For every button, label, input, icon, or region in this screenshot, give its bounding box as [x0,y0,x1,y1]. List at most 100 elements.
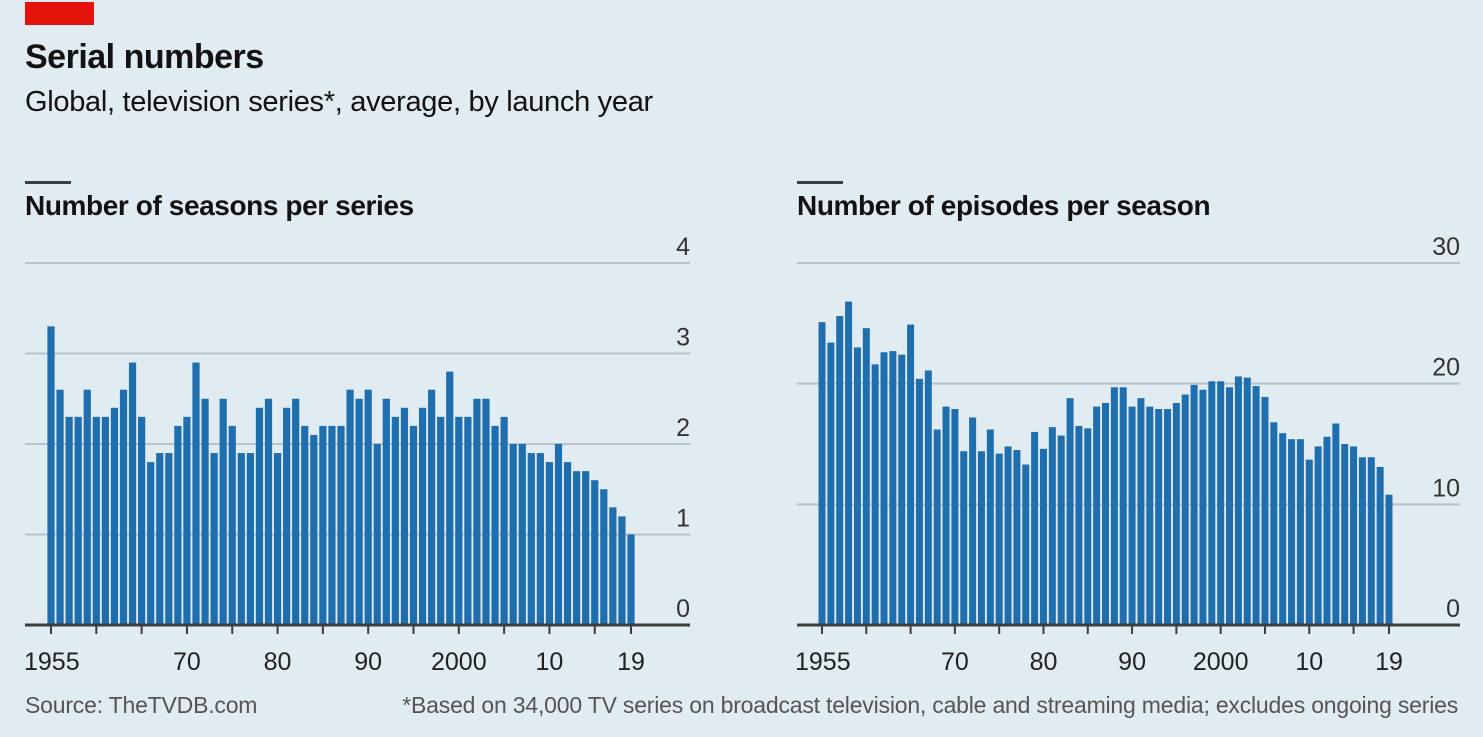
bar [101,416,109,625]
bar [1004,446,1012,625]
bar [246,453,254,625]
bar [1314,446,1322,625]
bar [1181,394,1189,625]
bar [1022,464,1030,625]
chart-title: Serial numbers [25,38,264,76]
bar [1208,381,1216,625]
bar [1341,444,1349,625]
bar [527,453,535,625]
bar [328,425,336,625]
bar [880,352,888,625]
bar [582,471,590,625]
bar [428,389,436,625]
y-tick-label: 4 [676,233,690,261]
bar [1119,387,1127,625]
y-tick-label: 30 [1432,233,1460,261]
bar [1270,422,1278,625]
bar [1367,457,1375,625]
y-tick-label: 1 [676,505,690,533]
bar [210,453,218,625]
bar [1075,425,1083,625]
bar [301,425,309,625]
bar [915,378,923,625]
bar [283,407,291,625]
x-tick-label: 90 [354,648,382,676]
bar [986,429,994,625]
bar [836,316,844,625]
bar [1093,406,1101,625]
bar [951,409,959,625]
bar [1102,402,1109,625]
bar [418,407,427,625]
bar [1190,384,1198,625]
bar [273,453,282,625]
bar [165,453,173,625]
bar [364,389,372,625]
x-tick-label: 2000 [1193,648,1249,676]
x-tick-label: 80 [1030,648,1058,676]
bar [969,417,977,625]
bar [147,462,155,625]
x-tick-label: 10 [536,648,564,676]
bar [373,444,381,625]
x-tick-label: 70 [173,648,201,676]
bar [65,416,73,625]
bar [1199,389,1207,625]
bar [174,425,182,625]
bar [1172,402,1180,625]
bar [960,451,968,625]
x-tick-label: 80 [264,648,292,676]
bar [563,462,572,625]
bar [1066,398,1074,625]
chart-subtitle: Global, television series*, average, by … [25,86,653,118]
bar [219,398,227,625]
bar [1385,494,1393,625]
bar [464,416,472,625]
bar [119,389,128,625]
x-tick-label: 70 [941,648,969,676]
y-tick-label: 3 [676,324,690,352]
bar [536,453,544,625]
bar [192,362,200,625]
bar [400,407,409,625]
x-tick-label: 10 [1295,648,1323,676]
bar [128,362,137,625]
bar [1164,409,1172,625]
bar [1261,396,1269,625]
bar [942,406,950,625]
bar [183,416,191,625]
bar [1048,427,1056,625]
bar [1234,376,1242,625]
bar [255,407,264,625]
bar [1288,439,1296,625]
bar [1358,457,1366,625]
bar [346,389,354,625]
bar [618,516,626,625]
source-note: Source: TheTVDB.com [25,692,258,718]
bar [292,398,300,625]
bar [1128,406,1136,625]
bar [1350,446,1358,625]
bar [977,451,985,625]
bar [818,322,826,625]
bar [862,328,870,625]
bar [482,398,490,625]
bar [609,507,617,625]
bar [382,398,390,625]
left-panel-title: Number of seasons per series [25,190,414,221]
bar [1217,381,1225,625]
bar [1332,423,1340,625]
bar [871,364,879,625]
y-tick-label: 2 [676,414,690,442]
bar [1376,466,1384,625]
bar [491,425,499,625]
x-tick-label: 2000 [431,648,487,676]
brand-accent-tag [25,2,94,25]
bar [110,407,119,625]
bar [627,534,635,625]
bar [47,326,55,625]
bar [995,453,1003,625]
y-tick-label: 20 [1432,354,1460,382]
right-panel-title: Number of episodes per season [797,190,1211,221]
